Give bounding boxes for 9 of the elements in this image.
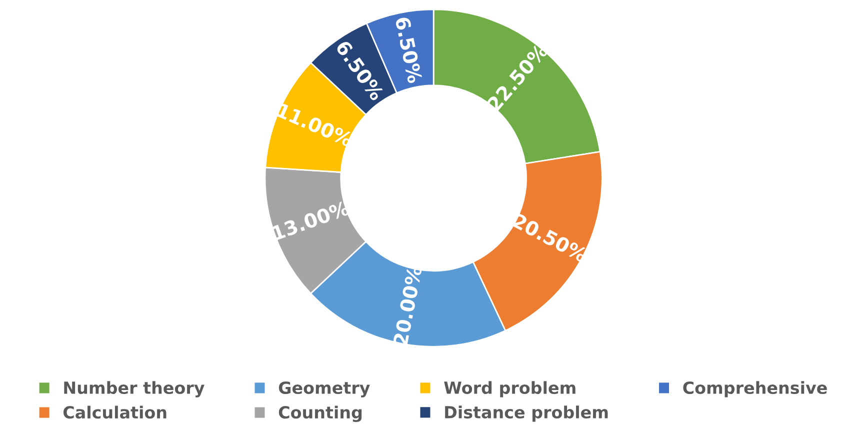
legend-label: Number theory (64, 381, 204, 398)
legend-label: Geometry (278, 381, 370, 398)
legend-label: Calculation (63, 406, 166, 419)
legend-label: Counting (278, 406, 362, 422)
legend-label: Word problem (444, 381, 576, 398)
legend-label: Comprehensive (683, 381, 827, 398)
legend-label: Distance problem (445, 406, 608, 422)
data-label: 20.00% (392, 266, 422, 346)
data-label: 6.50% (394, 16, 423, 84)
